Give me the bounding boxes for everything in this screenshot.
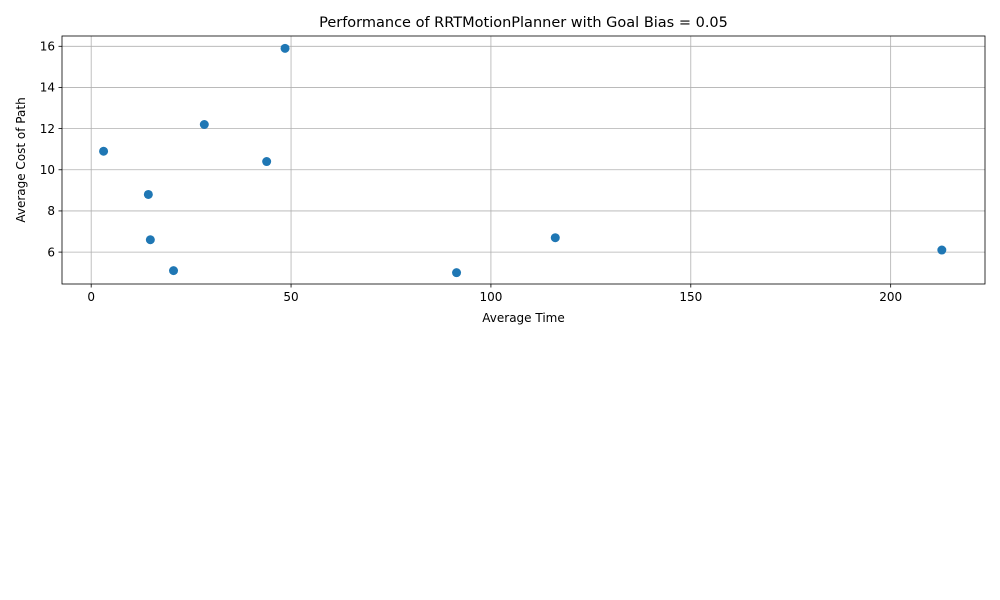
y-tick-label: 16 bbox=[40, 39, 55, 53]
x-axis-label: Average Time bbox=[482, 311, 564, 325]
y-axis-label: Average Cost of Path bbox=[14, 97, 28, 222]
data-points bbox=[99, 43, 947, 278]
x-tick-label: 100 bbox=[479, 290, 502, 304]
scatter-point bbox=[145, 235, 155, 245]
scatter-point bbox=[550, 233, 560, 243]
scatter-point bbox=[99, 146, 109, 156]
scatter-point bbox=[199, 119, 209, 129]
y-tick-label: 6 bbox=[47, 245, 55, 259]
grid-lines bbox=[62, 36, 985, 284]
y-tick-label: 12 bbox=[40, 122, 55, 136]
x-tick-label: 0 bbox=[87, 290, 95, 304]
scatter-point bbox=[937, 245, 947, 255]
chart-title: Performance of RRTMotionPlanner with Goa… bbox=[319, 15, 728, 31]
scatter-point bbox=[262, 157, 272, 167]
y-tick-label: 8 bbox=[47, 204, 55, 218]
x-tick-label: 200 bbox=[879, 290, 902, 304]
scatter-point bbox=[143, 189, 153, 199]
scatter-point bbox=[280, 43, 290, 53]
y-axis-ticks: 6 8 10 12 14 16 bbox=[40, 39, 62, 259]
x-tick-label: 50 bbox=[283, 290, 298, 304]
plot-area-frame bbox=[61, 35, 986, 285]
x-axis-ticks: 0 50 100 150 200 bbox=[87, 284, 902, 304]
y-tick-label: 10 bbox=[40, 163, 55, 177]
y-tick-label: 14 bbox=[40, 81, 55, 95]
scatter-point bbox=[452, 268, 462, 278]
scatter-point bbox=[169, 266, 179, 276]
x-tick-label: 150 bbox=[679, 290, 702, 304]
